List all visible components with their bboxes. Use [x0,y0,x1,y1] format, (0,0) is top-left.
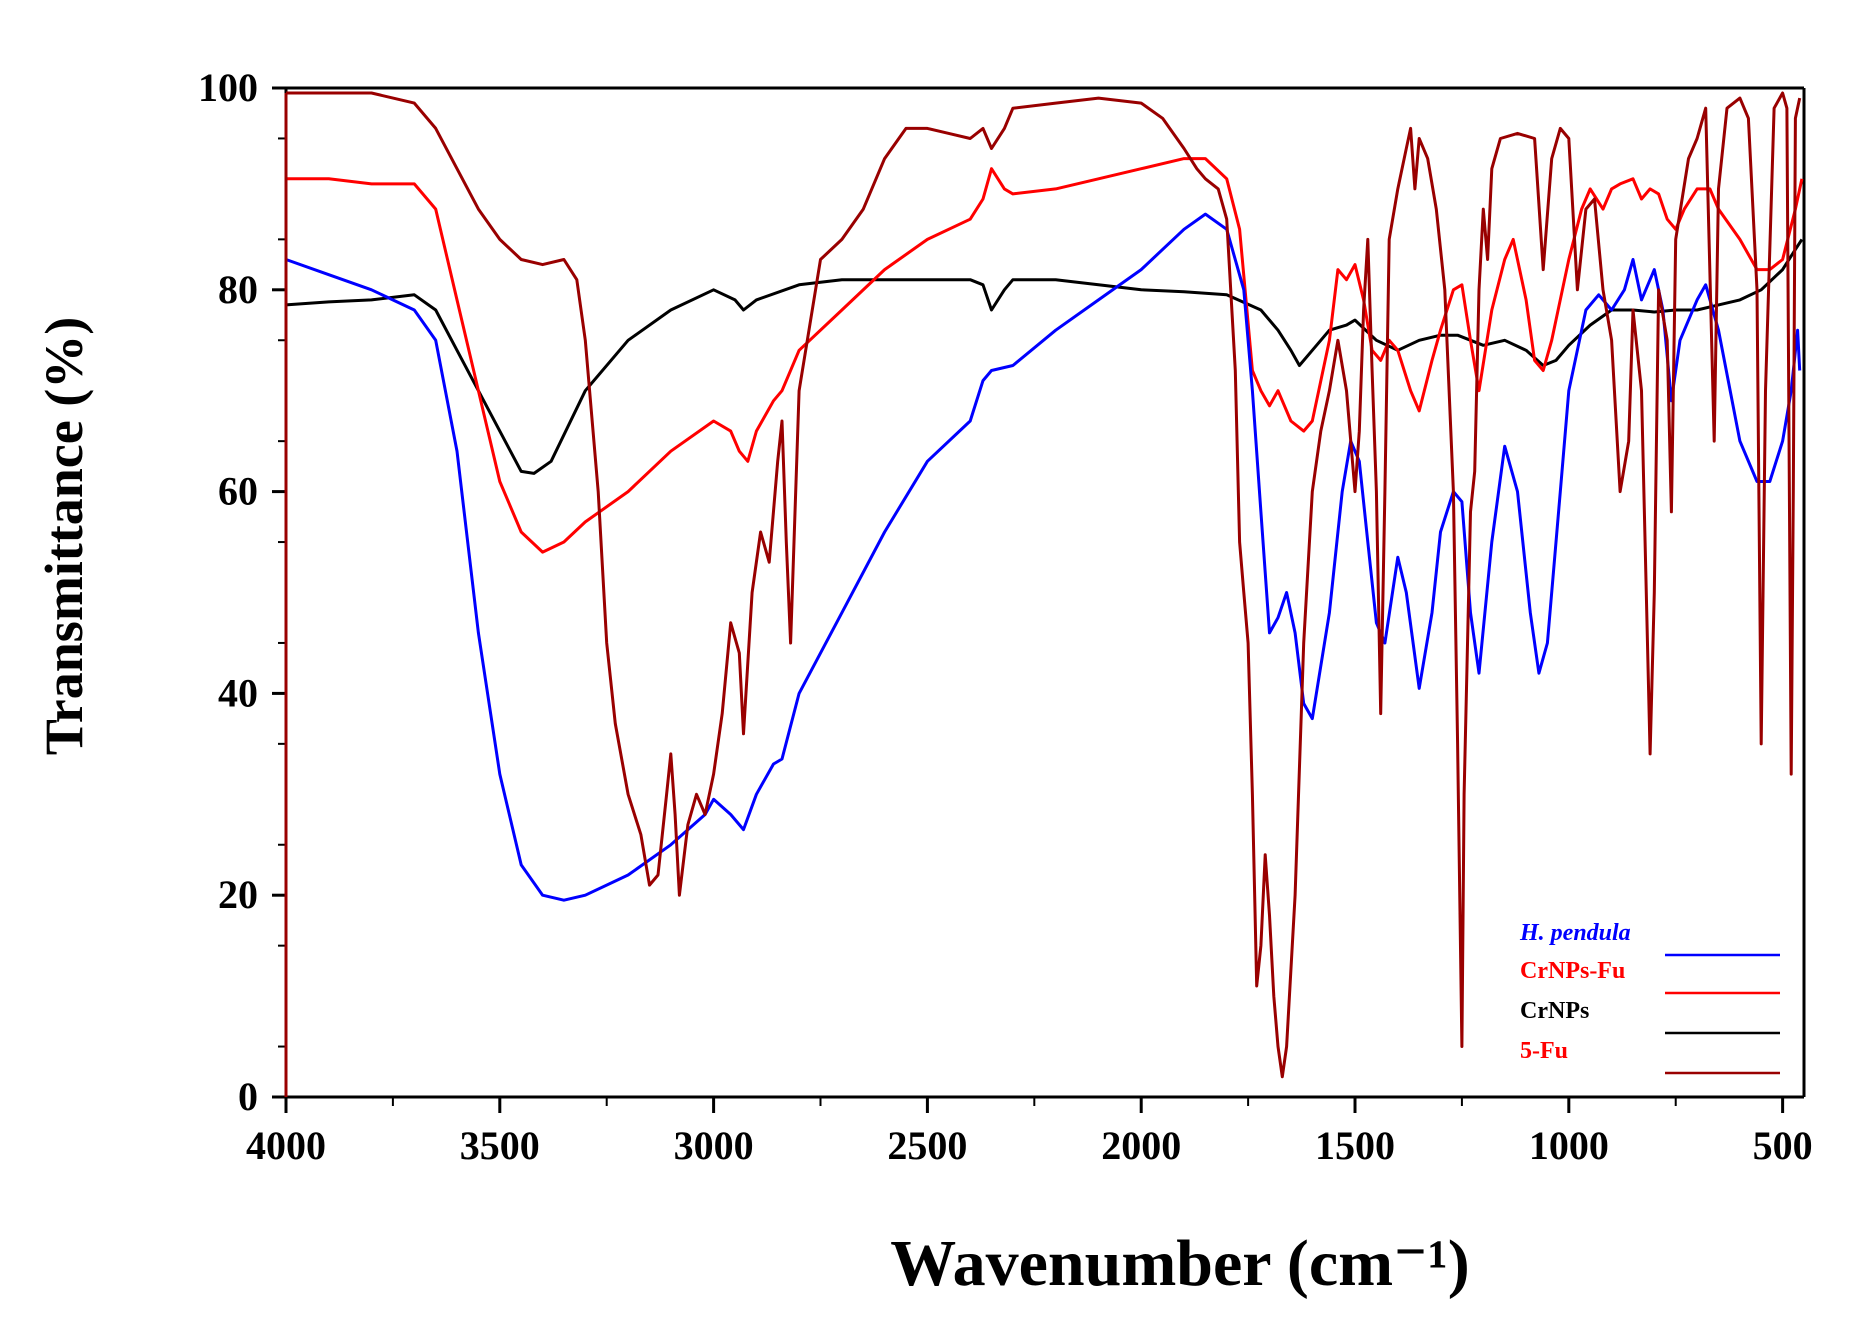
legend: H. pendula CrNPs-Fu CrNPs 5-Fu [1519,920,1780,1075]
series-line-h-pendula [285,212,1802,902]
y-tick-label: 40 [218,670,258,715]
y-tick-label: 80 [218,267,258,312]
x-tick-label: 500 [1753,1123,1813,1168]
y-tick-label: 20 [218,872,258,917]
series-layer [284,91,1804,1097]
x-axis-title: Wavenumber (cm⁻¹) [890,1227,1470,1300]
series-line-crnps [285,238,1804,475]
x-tick-label: 3000 [674,1123,754,1168]
y-tick-label: 0 [238,1074,258,1119]
x-tick-label: 2000 [1101,1123,1181,1168]
legend-label: H. pendula [1519,920,1631,946]
legend-label: CrNPs [1520,998,1589,1024]
legend-label: CrNPs-Fu [1520,958,1625,984]
legend-label: 5-Fu [1520,1038,1568,1064]
x-tick-label: 1500 [1315,1123,1395,1168]
series-line-5-fu [286,91,1802,1079]
y-axis-title: Transmittance (%) [34,317,94,755]
y-tick-label: 60 [218,469,258,514]
x-tick-label: 1000 [1529,1123,1609,1168]
x-axis-ticks: 4000 3500 3000 2500 2000 1500 1000 500 [246,1097,1813,1168]
x-tick-label: 3500 [460,1123,540,1168]
x-tick-label: 4000 [246,1123,326,1168]
x-tick-label: 2500 [887,1123,967,1168]
y-axis-ticks: 0 20 40 60 80 100 [198,65,286,1119]
series-line-crnps-fu [286,157,1804,554]
y-tick-label: 100 [198,65,258,110]
